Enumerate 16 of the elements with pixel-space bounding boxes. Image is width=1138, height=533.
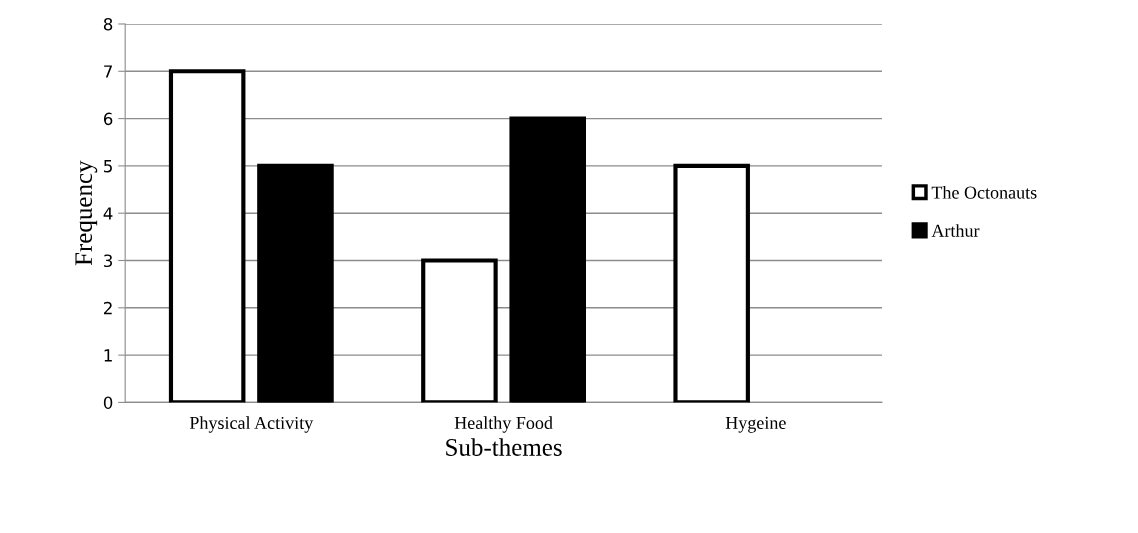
y-tick-label: 4: [103, 207, 113, 220]
y-tick-label: 0: [103, 396, 113, 409]
x-axis-title: Sub-themes: [446, 438, 562, 456]
y-tick-label: 2: [103, 301, 112, 315]
y-tick-label: 8: [103, 17, 113, 31]
legend-label: Arthur: [931, 224, 980, 237]
y-axis-title: Frequency: [75, 160, 98, 266]
x-tick-label: Hygeine: [725, 416, 786, 433]
y-tick-label: 3: [104, 254, 113, 268]
y-tick-label: 5: [104, 160, 112, 173]
y-tick-label: 6: [103, 112, 113, 126]
y-tick-label: 1: [104, 349, 112, 362]
y-tick-label: 7: [104, 65, 112, 78]
legend-label: The Octonauts: [931, 185, 1037, 199]
x-tick-label: Physical Activity: [189, 416, 314, 433]
x-tick-label: Healthy Food: [454, 416, 553, 433]
